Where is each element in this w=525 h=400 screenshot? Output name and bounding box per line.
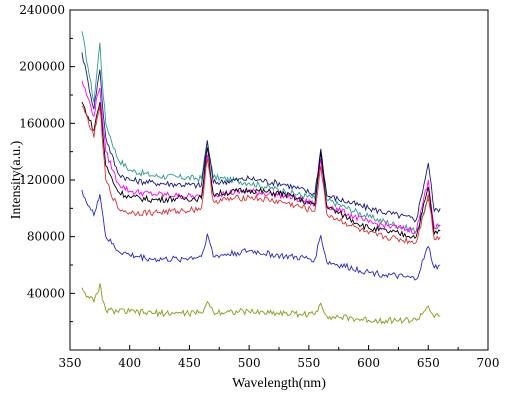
series-layer <box>81 31 441 325</box>
y-axis-label: Intensity(a.u.) <box>9 140 24 219</box>
y-axis-ticks: 40000 80000 120000 160000 200000 240000 <box>19 3 75 323</box>
y-tick-label: 40000 <box>27 286 65 300</box>
x-tick-label: 550 <box>297 356 320 370</box>
x-axis-label: Wavelength(nm) <box>232 376 326 391</box>
y-tick-label: 80000 <box>27 230 65 244</box>
series-line-6 <box>81 189 441 281</box>
series-line-7 <box>81 283 441 325</box>
y-tick-label: 240000 <box>19 3 65 17</box>
x-tick-label: 450 <box>178 356 201 370</box>
x-tick-label: 600 <box>357 356 380 370</box>
y-tick-label: 200000 <box>19 60 65 74</box>
x-tick-label: 350 <box>59 356 82 370</box>
x-tick-label: 400 <box>118 356 141 370</box>
series-line-2 <box>81 52 441 223</box>
series-line-3 <box>81 80 441 234</box>
x-tick-label: 700 <box>477 356 500 370</box>
y-tick-label: 120000 <box>19 173 65 187</box>
x-tick-label: 650 <box>417 356 440 370</box>
series-line-5 <box>81 105 441 245</box>
series-line-1 <box>81 31 441 235</box>
x-axis-ticks: 350 400 450 500 550 600 650 700 <box>59 345 500 370</box>
x-tick-label: 500 <box>238 356 261 370</box>
y-tick-label: 160000 <box>19 116 65 130</box>
series-line-4 <box>81 101 441 239</box>
